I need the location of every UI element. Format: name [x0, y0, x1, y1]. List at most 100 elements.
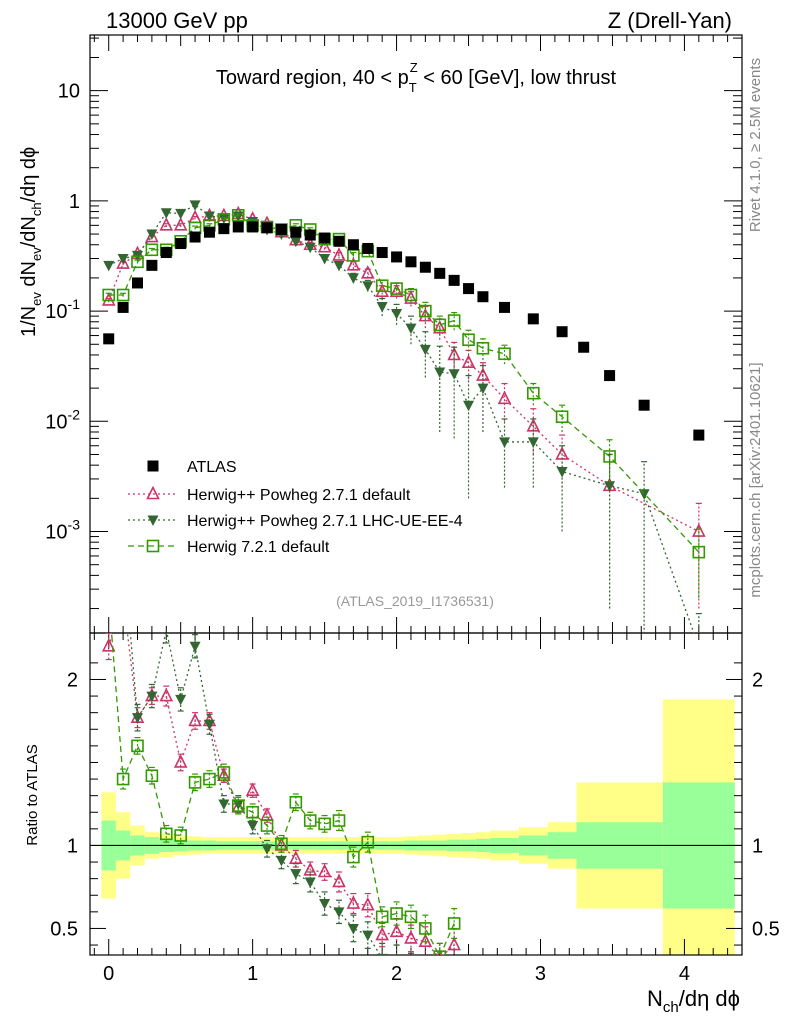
ratio-point — [362, 930, 374, 942]
ratio-point — [333, 907, 345, 918]
ratio-point — [419, 922, 432, 935]
mc-point — [116, 255, 130, 269]
ratio-point — [131, 713, 143, 724]
atlas-point — [333, 235, 345, 247]
mc-point — [638, 489, 650, 500]
x-tick-label: 2 — [391, 963, 402, 985]
atlas-point — [175, 238, 187, 250]
ratio-point — [131, 739, 144, 753]
atlas-point — [275, 223, 287, 235]
atlas-point — [405, 256, 417, 268]
mc-point — [159, 217, 174, 231]
atlas-point — [527, 313, 539, 325]
mc-point — [405, 323, 417, 335]
legend-marker — [146, 539, 160, 553]
mc-point — [476, 341, 490, 355]
ratio-point — [317, 863, 332, 878]
mc-point — [203, 211, 215, 222]
ratio-point — [118, 542, 129, 553]
mc-point — [447, 314, 461, 327]
legend-label: ATLAS — [187, 459, 237, 476]
ratio-point — [116, 772, 130, 786]
mc-point — [433, 318, 447, 332]
atlas-point — [693, 429, 705, 441]
main-data-marks — [101, 200, 706, 633]
ratio-point — [103, 591, 114, 602]
ratio-point — [217, 766, 231, 779]
ratio-point — [404, 930, 418, 944]
atlas-point — [419, 261, 431, 273]
mc-point — [116, 288, 130, 302]
mc-point — [432, 319, 447, 334]
atlas-point — [391, 251, 403, 263]
ratio-point — [318, 817, 331, 831]
mc-point — [448, 369, 460, 380]
ratio-point — [246, 805, 259, 819]
mc-point — [231, 208, 245, 222]
x-tick-label: 0 — [103, 963, 114, 985]
mc-point — [375, 279, 389, 292]
ratio-point — [360, 896, 375, 911]
mc-point — [317, 238, 332, 253]
ratio-point — [145, 769, 159, 783]
mc-point — [145, 243, 159, 257]
ratio-point — [189, 641, 201, 653]
atlas-point — [448, 274, 460, 286]
ratio-point — [376, 953, 388, 955]
atlas-point — [499, 301, 511, 313]
ratio-point — [347, 923, 359, 935]
ratio-point — [231, 799, 245, 812]
mc-point — [692, 523, 706, 537]
analysis-tag: (ATLAS_2019_I1736531) — [336, 593, 494, 609]
header-right-label: Z (Drell-Yan) — [608, 8, 732, 33]
ratio-point — [404, 910, 418, 924]
mc-point — [477, 383, 489, 395]
mc-point — [145, 228, 159, 243]
ratio-point — [218, 799, 230, 810]
mc-point — [498, 347, 511, 361]
mc-point — [332, 247, 346, 261]
ratio-point — [447, 917, 461, 930]
ratio-point — [290, 869, 302, 880]
ratio-point — [174, 829, 187, 842]
atlas-point — [604, 370, 616, 382]
legend-label: Herwig++ Powheg 2.7.1 LHC-UE-EE-4 — [187, 513, 463, 530]
legend-label: Herwig 7.2.1 default — [187, 539, 330, 556]
mc-point — [390, 282, 403, 295]
atlas-point — [261, 222, 273, 234]
ratio-point — [447, 936, 461, 951]
atlas-point — [376, 247, 388, 259]
legend-label: Herwig++ Powheg 2.7.1 default — [187, 487, 411, 504]
mc-point — [360, 265, 375, 279]
mc-point — [419, 344, 431, 356]
mc-point — [527, 386, 540, 400]
mc-point — [499, 437, 511, 448]
atlas-point — [247, 221, 259, 233]
ratio-point — [361, 835, 375, 849]
ratio-y-tick-label-left: 0.5 — [50, 918, 78, 940]
ratio-point — [188, 776, 202, 789]
ratio-data-marks — [101, 243, 461, 955]
main-y-tick-label: 10-3 — [45, 517, 80, 544]
ratio-series-line — [108, 633, 455, 955]
ratio-point — [245, 782, 260, 796]
atlas-point — [117, 301, 129, 313]
ratio-point — [118, 590, 129, 601]
ratio-point — [275, 837, 288, 851]
mc-point — [101, 292, 116, 306]
mc-point — [175, 208, 187, 220]
atlas-point — [189, 231, 201, 243]
x-axis-label: Nch/dη dϕ — [647, 986, 740, 1016]
legend: ATLAS Herwig++ Powheg 2.7.1 default Herwig… — [128, 459, 463, 556]
atlas-point — [146, 259, 158, 271]
mc-point — [497, 390, 512, 405]
atlas-point — [160, 247, 172, 259]
mc-series-line — [108, 204, 695, 633]
ratio-point — [103, 243, 114, 254]
mc-point — [290, 236, 302, 248]
mc-point — [404, 288, 418, 302]
mc-point — [692, 545, 706, 559]
ratio-point — [203, 772, 216, 786]
atlas-point — [290, 226, 302, 238]
